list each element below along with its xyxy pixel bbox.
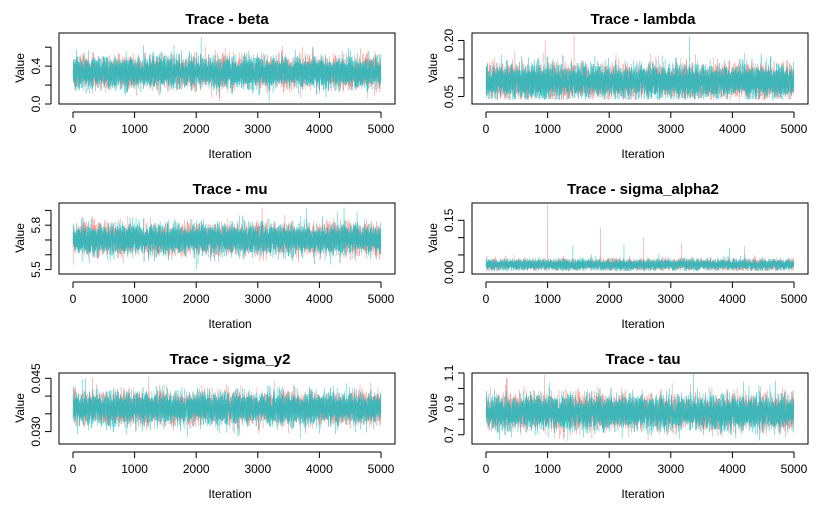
x-tick-label: 1000: [534, 462, 561, 476]
y-tick-label: 0.045: [29, 363, 43, 393]
trace-series-2: [486, 374, 794, 441]
y-axis-label: Value: [13, 53, 27, 83]
x-tick-label: 1000: [121, 462, 148, 476]
plot-frame: [471, 372, 809, 445]
x-tick-label: 5000: [368, 462, 395, 476]
panel-beta: Trace - beta Iteration Value 0 1000 2000 30…: [13, 11, 396, 161]
x-tick-label: 2000: [596, 292, 623, 306]
x-tick-label: 3000: [657, 292, 684, 306]
x-tick-label: 5000: [781, 292, 808, 306]
x-axis-label: Iteration: [208, 317, 251, 331]
trace-series-2: [73, 37, 381, 103]
x-tick-label: 2000: [183, 122, 210, 136]
panel-title: Trace - mu: [192, 181, 267, 198]
x-tick-label: 4000: [306, 122, 333, 136]
x-tick-label: 3000: [244, 462, 271, 476]
y-tick-label: 5.8: [29, 217, 43, 234]
y-tick-label: 5.5: [29, 261, 43, 278]
y-tick-label: 0.15: [442, 208, 456, 232]
y-tick-label: 0.00: [442, 260, 456, 284]
x-tick-label: 5000: [368, 122, 395, 136]
y-axis-label: Value: [426, 53, 440, 83]
x-axis-label: Iteration: [208, 487, 251, 501]
x-tick-label: 4000: [719, 462, 746, 476]
x-tick-label: 0: [483, 122, 490, 136]
panel-title: Trace - sigma_y2: [170, 351, 291, 368]
x-tick-label: 2000: [596, 122, 623, 136]
trace-series-2: [73, 207, 381, 269]
y-tick-label: 0.20: [442, 28, 456, 52]
x-tick-label: 0: [70, 292, 77, 306]
x-tick-label: 1000: [534, 292, 561, 306]
x-tick-label: 0: [483, 462, 490, 476]
y-tick-label: 0.4: [29, 57, 43, 74]
x-tick-label: 4000: [719, 292, 746, 306]
y-tick-label: 0.05: [442, 85, 456, 109]
x-tick-label: 3000: [244, 122, 271, 136]
y-tick-label: 0.7: [442, 426, 456, 443]
x-tick-label: 2000: [596, 462, 623, 476]
x-tick-label: 5000: [781, 462, 808, 476]
y-tick-label: 1.1: [442, 364, 456, 381]
trace-series-2: [486, 245, 794, 272]
x-tick-label: 1000: [121, 292, 148, 306]
plot-frame: [58, 372, 396, 445]
x-axis-label: Iteration: [621, 147, 664, 161]
panel-lambda: Trace - lambda Iteration Value 0 1000 2000…: [426, 11, 809, 161]
x-tick-label: 3000: [244, 292, 271, 306]
y-axis-label: Value: [426, 393, 440, 423]
plot-frame: [58, 202, 396, 275]
y-tick-label: 0.030: [29, 416, 43, 446]
x-tick-label: 1000: [534, 122, 561, 136]
panel-title: Trace - beta: [185, 11, 269, 28]
panel-sigma-alpha2: Trace - sigma_alpha2 Iteration Value 0 10…: [426, 181, 809, 331]
plot-frame: [471, 202, 809, 275]
x-tick-label: 2000: [183, 292, 210, 306]
x-tick-label: 4000: [719, 122, 746, 136]
x-tick-label: 1000: [121, 122, 148, 136]
panel-title: Trace - sigma_alpha2: [567, 181, 719, 198]
x-tick-label: 0: [483, 292, 490, 306]
x-tick-label: 2000: [183, 462, 210, 476]
y-axis-label: Value: [13, 393, 27, 423]
panel-mu: Trace - mu Iteration Value 0 1000 2000 3000…: [13, 181, 396, 331]
x-tick-label: 4000: [306, 292, 333, 306]
plot-frame: [58, 32, 396, 105]
plot-frame: [471, 32, 809, 105]
trace-series-2: [73, 378, 381, 438]
panel-tau: Trace - tau Iteration Value 0 1000 2000 300…: [426, 351, 809, 501]
x-tick-label: 4000: [306, 462, 333, 476]
x-axis-label: Iteration: [621, 317, 664, 331]
y-axis-label: Value: [426, 223, 440, 253]
x-tick-label: 0: [70, 462, 77, 476]
x-tick-label: 5000: [781, 122, 808, 136]
x-axis-label: Iteration: [208, 147, 251, 161]
x-tick-label: 5000: [368, 292, 395, 306]
panel-title: Trace - tau: [605, 351, 680, 368]
y-axis-label: Value: [13, 223, 27, 253]
y-tick-label: 0.9: [442, 395, 456, 412]
trace-series-2: [486, 37, 794, 100]
x-tick-label: 0: [70, 122, 77, 136]
panel-title: Trace - lambda: [590, 11, 696, 28]
panel-sigma-y2: Trace - sigma_y2 Iteration Value 0 1000 20…: [13, 351, 396, 501]
x-tick-label: 3000: [657, 462, 684, 476]
x-axis-label: Iteration: [621, 487, 664, 501]
y-tick-label: 0.0: [29, 95, 43, 112]
x-tick-label: 3000: [657, 122, 684, 136]
